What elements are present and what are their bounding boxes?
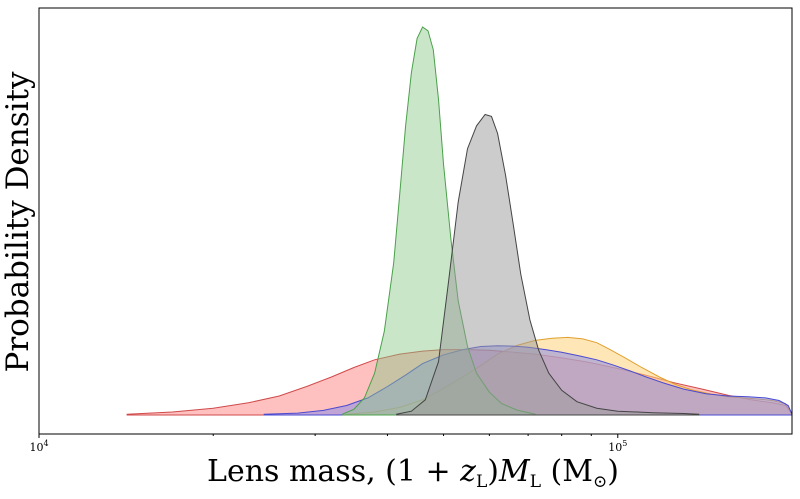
x-tick-label: 104 [29, 439, 48, 454]
tick-layer: 104 105 [29, 434, 627, 454]
x-axis-label-m-sub: L [530, 472, 541, 492]
plot-frame [38, 7, 793, 435]
x-tick-label: 105 [608, 439, 627, 454]
x-axis-label-prefix: Lens mass, (1 + [207, 454, 460, 489]
x-axis-label-z-sub: L [476, 472, 487, 492]
x-axis-label-close: ) [607, 454, 619, 489]
y-axis-label: Probability Density [0, 71, 36, 373]
x-axis-label-z: z [459, 454, 476, 489]
x-axis-label-m: M [498, 454, 531, 489]
series-area-4 [396, 113, 700, 416]
series-layer [126, 26, 793, 416]
x-axis-label-unit-sub: ⊙ [593, 472, 607, 492]
x-axis-label-mid: ) [487, 454, 499, 489]
x-axis-label-unit: (M [541, 454, 593, 489]
x-axis-label: Lens mass, (1 + zL)ML (M⊙) [207, 454, 619, 492]
